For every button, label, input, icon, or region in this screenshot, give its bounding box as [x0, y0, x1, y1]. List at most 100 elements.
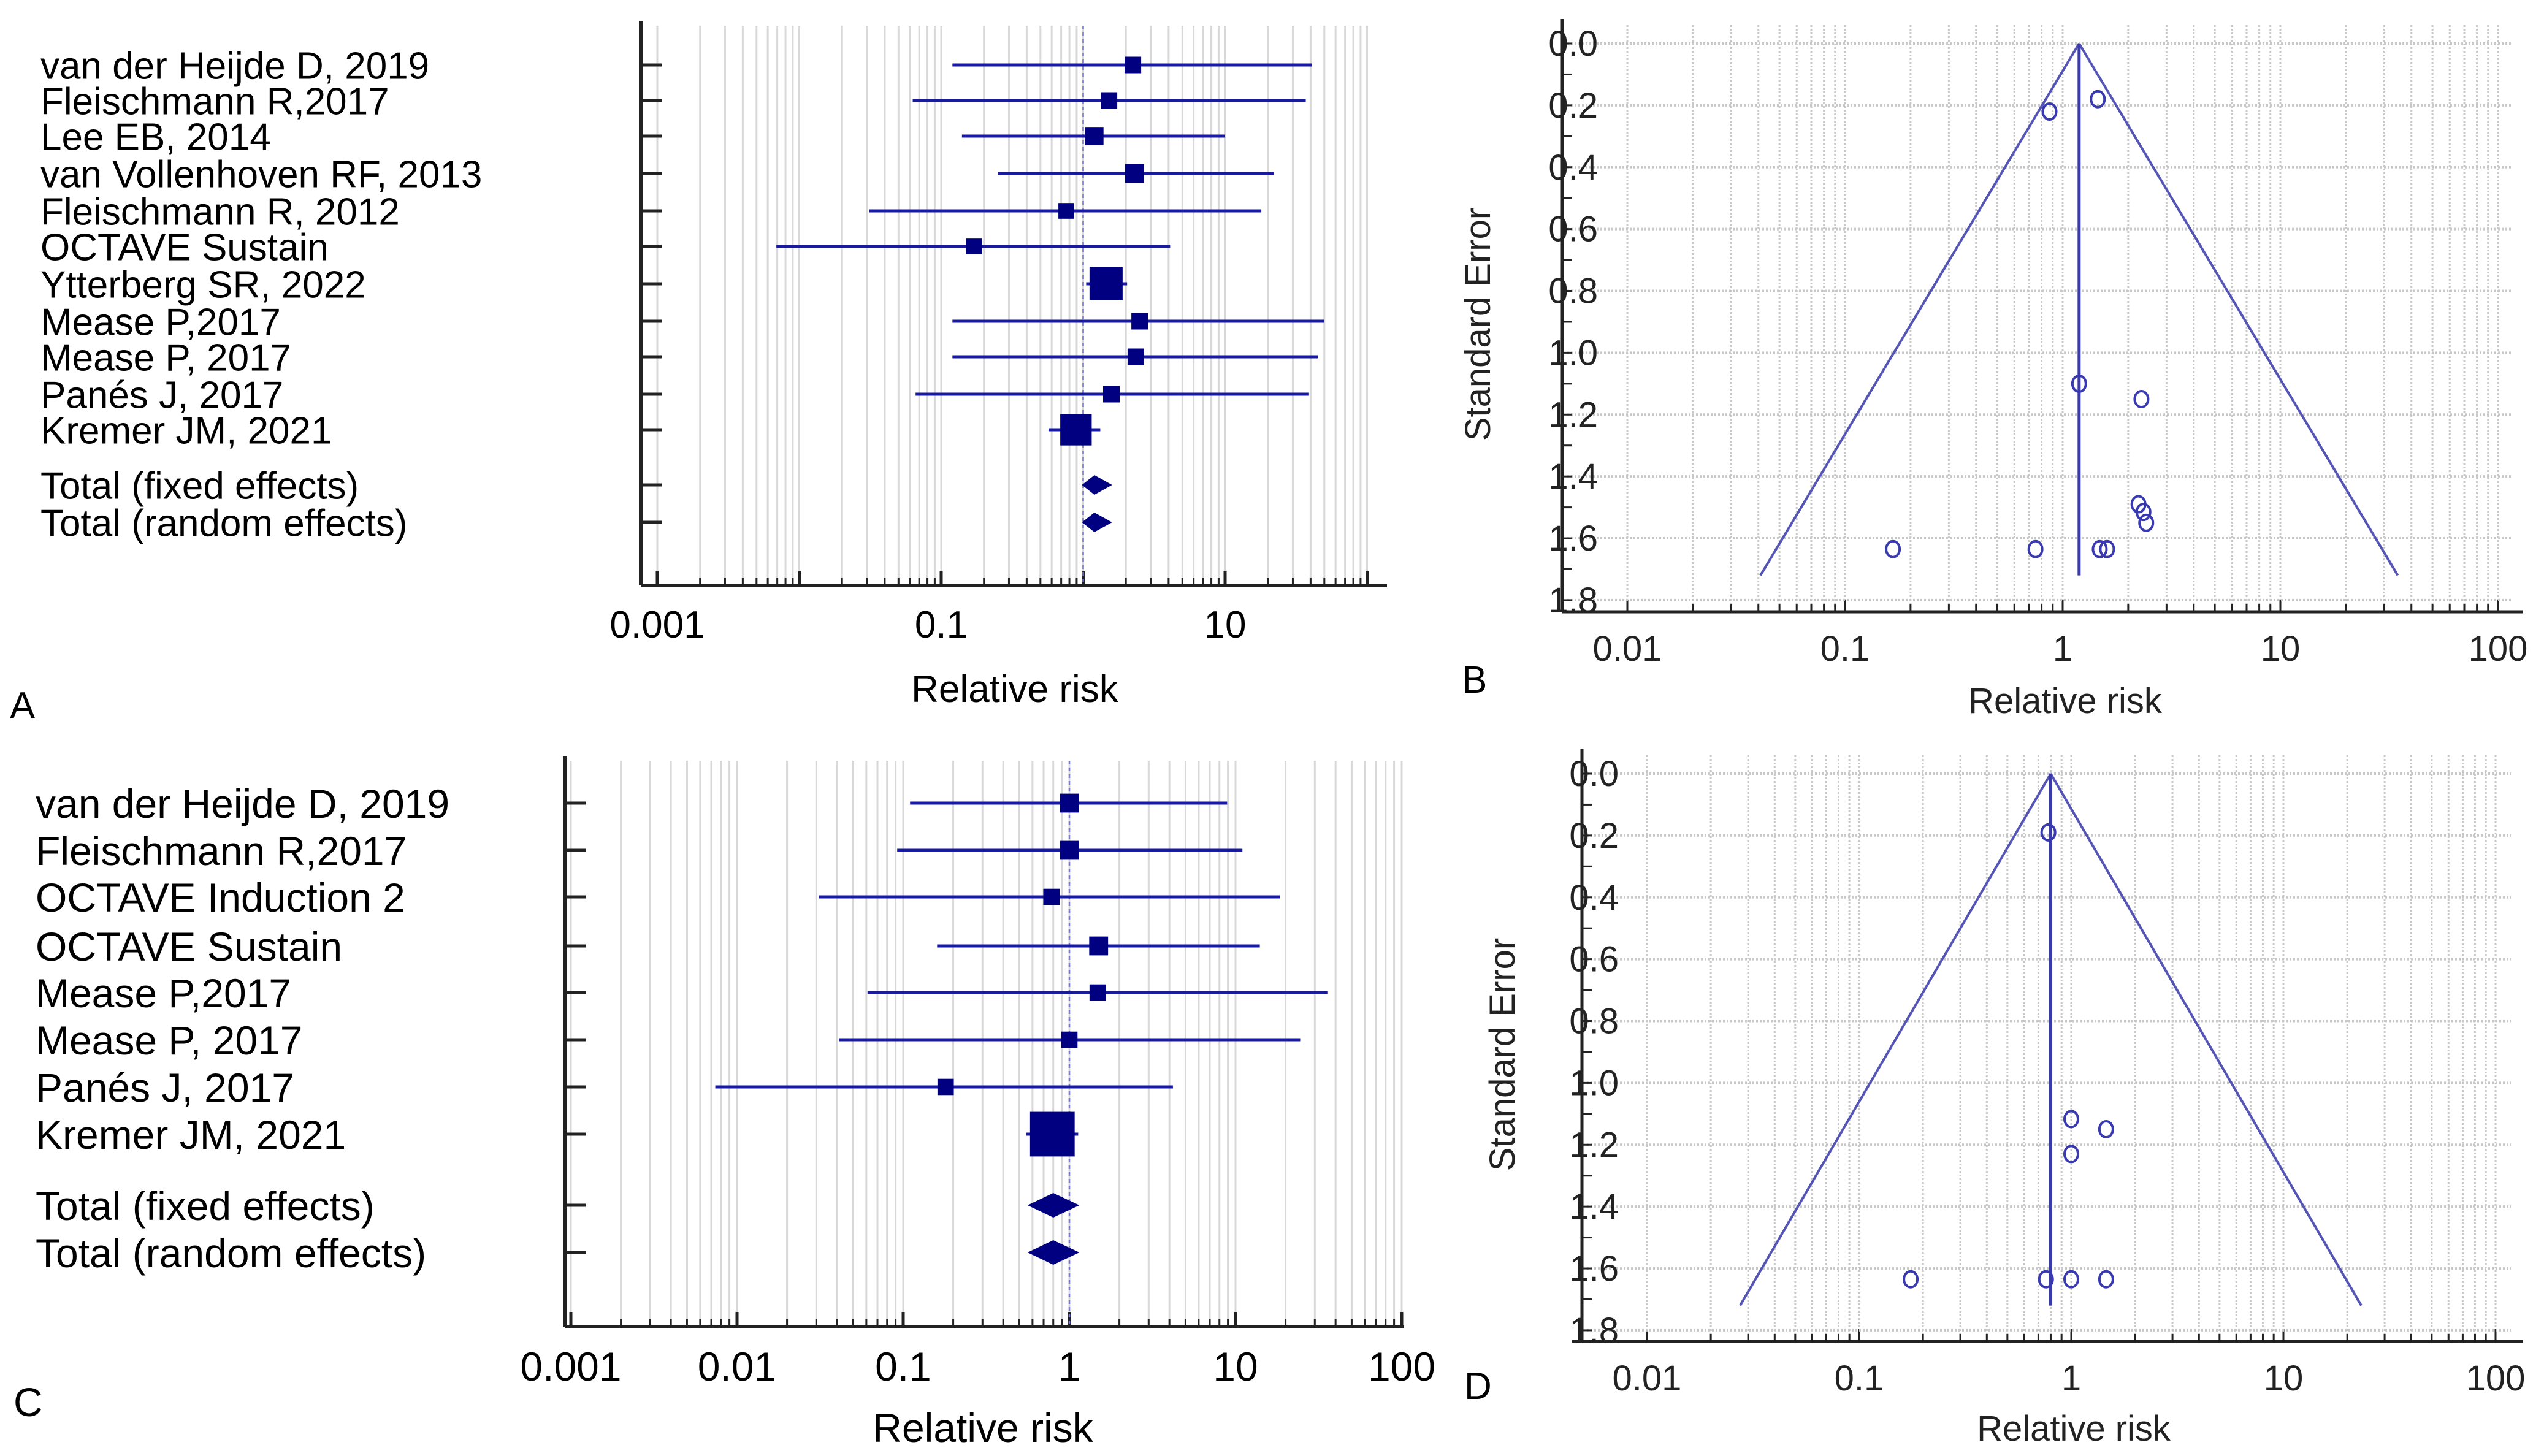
x-tick-label: 0.1: [875, 1344, 931, 1389]
study-point: [2063, 1145, 2079, 1164]
total-label: Total (fixed effects): [36, 1183, 375, 1229]
y-tick-label: 1.2: [1548, 395, 1598, 435]
study-row: Fleischmann R,2017: [40, 80, 1306, 123]
study-row: Kremer JM, 2021: [40, 410, 1101, 452]
study-row: Fleischmann R, 2012: [40, 191, 1262, 233]
study-label: Mease P,2017: [40, 301, 281, 343]
x-tick-label: 1: [2053, 629, 2072, 669]
effect-marker: [1061, 1031, 1078, 1048]
study-point: [2063, 1110, 2079, 1129]
study-point: [2063, 1270, 2079, 1289]
study-row: OCTAVE Sustain: [40, 226, 1171, 269]
study-label: Mease P,2017: [36, 970, 291, 1016]
x-tick-label: 0.01: [698, 1344, 776, 1389]
x-axis-title: Relative risk: [911, 668, 1119, 711]
panel-letter: B: [1462, 659, 1487, 701]
study-row: van der Heijde D, 2019: [40, 45, 1312, 87]
pooled-diamond: [1082, 475, 1112, 495]
x-tick-label: 0.001: [609, 604, 705, 646]
effect-marker: [1125, 164, 1144, 183]
y-axis-title: Standard Error: [1458, 208, 1498, 441]
pooled-diamond: [1027, 1193, 1080, 1218]
study-row: OCTAVE Induction 2: [36, 875, 1280, 920]
study-label: Ytterberg SR, 2022: [40, 264, 366, 306]
y-tick-label: 1.4: [1548, 457, 1598, 497]
x-tick-label: 1: [1058, 1344, 1081, 1389]
study-row: Panés J, 2017: [40, 374, 1309, 416]
panel-letter: A: [10, 685, 36, 727]
study-label: van der Heijde D, 2019: [36, 781, 449, 826]
y-tick-label: 0.4: [1548, 148, 1598, 188]
effect-marker: [1060, 840, 1079, 860]
study-point: [2098, 1270, 2114, 1289]
x-tick-label: 10: [1213, 1344, 1258, 1389]
x-tick-label: 10: [2261, 629, 2301, 669]
study-row: van der Heijde D, 2019: [36, 781, 1228, 826]
effect-marker: [1089, 936, 1109, 956]
study-row: Mease P, 2017: [36, 1018, 1301, 1063]
panel-letter: D: [1464, 1365, 1492, 1408]
y-tick-label: 1.0: [1548, 333, 1598, 373]
effect-marker: [966, 238, 982, 254]
y-tick-label: 0.6: [1569, 940, 1619, 980]
study-row: van Vollenhoven RF, 2013: [40, 153, 1274, 196]
total-row: Total (random effects): [40, 502, 1112, 544]
x-tick-label: 100: [2469, 629, 2528, 669]
x-tick-label: 1: [2061, 1359, 2081, 1398]
study-label: Fleischmann R, 2012: [40, 191, 400, 233]
total-row: Total (fixed effects): [40, 465, 1112, 507]
effect-marker: [1101, 92, 1118, 109]
effect-marker: [1127, 348, 1144, 365]
y-tick-label: 0.0: [1569, 754, 1619, 794]
study-point: [1903, 1270, 1919, 1289]
funnel-left-limit: [1739, 772, 2052, 1306]
study-label: Fleischmann R,2017: [40, 80, 389, 123]
study-point: [2135, 503, 2152, 522]
effect-marker: [1058, 203, 1074, 219]
effect-marker: [1043, 888, 1060, 905]
study-point: [2138, 513, 2155, 532]
study-row: Ytterberg SR, 2022: [40, 264, 1128, 306]
study-row: Lee EB, 2014: [40, 116, 1225, 158]
study-point: [1885, 539, 1901, 558]
y-tick-label: 0.8: [1569, 1002, 1619, 1042]
total-row: Total (random effects): [36, 1230, 1080, 1276]
study-label: Kremer JM, 2021: [40, 410, 332, 452]
y-tick-label: 1.6: [1548, 519, 1598, 558]
study-label: Mease P, 2017: [36, 1018, 302, 1063]
y-tick-label: 1.4: [1569, 1187, 1619, 1227]
study-row: Kremer JM, 2021: [36, 1111, 1079, 1157]
effect-marker: [1089, 267, 1123, 300]
y-tick-label: 1.8: [1569, 1311, 1619, 1351]
y-tick-label: 0.6: [1548, 210, 1598, 250]
study-point: [2041, 102, 2058, 121]
y-tick-label: 1.2: [1569, 1125, 1619, 1165]
study-row: Mease P,2017: [40, 301, 1324, 343]
study-row: Mease P, 2017: [40, 337, 1318, 379]
study-label: van der Heijde D, 2019: [40, 45, 429, 87]
study-label: Kremer JM, 2021: [36, 1112, 346, 1157]
y-tick-label: 1.8: [1548, 581, 1598, 620]
x-tick-label: 0.01: [1613, 1359, 1682, 1398]
effect-marker: [1125, 56, 1142, 74]
x-tick-label: 10: [2264, 1359, 2304, 1398]
effect-marker: [1085, 127, 1104, 145]
y-tick-label: 0.8: [1548, 272, 1598, 311]
study-row: Mease P,2017: [36, 970, 1328, 1016]
study-label: OCTAVE Sustain: [40, 226, 329, 269]
pooled-diamond: [1027, 1240, 1080, 1265]
x-tick-label: 0.1: [915, 604, 968, 646]
study-point: [2038, 1270, 2054, 1289]
study-label: Fleischmann R,2017: [36, 828, 407, 874]
study-row: Panés J, 2017: [36, 1065, 1173, 1110]
total-label: Total (random effects): [40, 502, 407, 544]
study-point: [2091, 539, 2108, 558]
study-point: [2099, 539, 2115, 558]
effect-marker: [1060, 793, 1079, 813]
funnel-plot-d: 0.0 0.2 0.4 0.6 0.8 1.0 1.2 1.4 1.6 1.8 0.01 0.1 1 10…: [1464, 749, 2525, 1449]
study-label: Mease P, 2017: [40, 337, 291, 379]
study-row: OCTAVE Sustain: [36, 924, 1260, 969]
total-label: Total (fixed effects): [40, 465, 359, 507]
study-label: OCTAVE Induction 2: [36, 875, 405, 920]
